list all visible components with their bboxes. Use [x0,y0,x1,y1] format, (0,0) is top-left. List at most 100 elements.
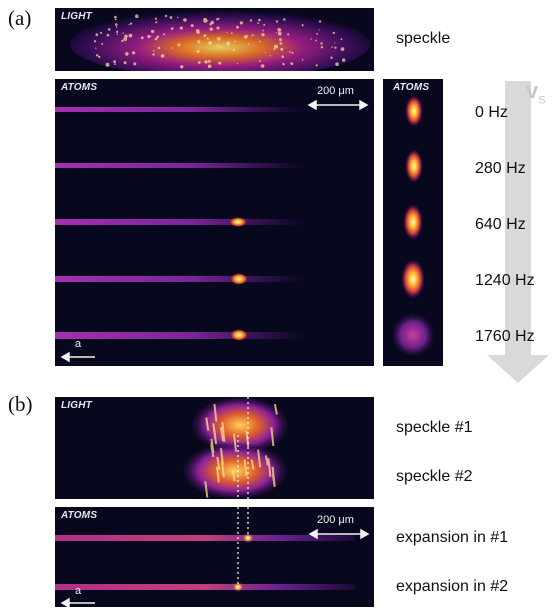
freq-4: 1760 Hz [475,328,535,345]
speckle-grain [316,33,318,35]
speckle-grain [197,40,201,44]
speckle-grain [216,26,220,30]
speckle-grain [150,35,152,37]
speckle-grain [101,42,104,45]
atoms-tag-a: ATOMS [61,82,98,93]
speckle-streak [233,433,237,452]
speckle-grain [289,51,291,53]
speckle-grain [264,52,266,54]
speckle-grain [150,29,155,34]
speckle-streak [231,470,236,482]
panel-a-label: (a) [8,6,32,30]
freq-2: 640 Hz [475,216,526,233]
speckle-grain [244,35,248,39]
speckle-grain [115,23,118,26]
speckle-grain [157,46,161,50]
atoms-zoom-tag: ATOMS [393,82,430,93]
atoms-image-b: ATOMS 200 μm a [55,507,374,607]
speckle-pattern-b [183,397,288,499]
speckle-streak [270,427,275,447]
speckle-grain [207,64,212,69]
speckle-grain [340,38,343,41]
speckle-grain [114,18,117,21]
speckle-grain [274,44,278,49]
speckle-grain [183,18,187,22]
speckle-grain [218,61,222,65]
speckle-grain [318,20,322,23]
scale-label-b: 200 μm [317,514,354,526]
speckle-grain [140,36,144,40]
speckle-grain [279,38,282,42]
speckle-streak [216,456,221,471]
speckle-grain [282,62,285,66]
speckle-grain [179,26,183,30]
speckle-grain [283,18,286,21]
speckle-grain [315,64,318,67]
speckle-grain [196,49,200,53]
beam-b-1-peak [242,533,254,543]
beam-2 [55,163,305,168]
speckle-grain [209,22,212,26]
speckle-grain [170,27,174,30]
speckle-grain [226,41,231,46]
speckle-grain [113,60,116,64]
speckle-grain [190,24,194,28]
beam-4-peak [230,273,248,285]
beam-b-2-peak [232,582,244,592]
speckle-grain [275,32,277,34]
speckle-streak [220,426,224,442]
speckle-grain [154,17,157,20]
accel-arrow-a [60,351,95,363]
light-tag-b: LIGHT [61,400,92,411]
speckle-grain [177,43,181,47]
speckle-grain [114,15,117,19]
speckle-streak [250,459,255,470]
speckle-grain [114,63,116,66]
freq-0: 0 Hz [475,104,508,121]
beam-1 [55,107,305,112]
speckle-grain [95,33,99,37]
speckle-grain [342,58,346,62]
speckle-grain [206,37,209,40]
speckle-grain [257,22,260,24]
speckle-2-label: speckle #2 [396,468,473,485]
speckle-grain [204,60,208,64]
speckle-grain [122,32,124,34]
speckle-grain [277,28,282,32]
cloud-1760hz [391,313,435,357]
speckle-grain [208,41,212,45]
speckle-grain [132,51,136,55]
speckle-grain [301,24,304,27]
speckle-streak [213,428,218,445]
speckle-streak [264,455,269,466]
speckle-label: speckle [396,30,451,47]
speckle-grain [153,50,155,52]
speckle-grain [330,56,333,59]
speckle-grain [318,29,320,31]
speckle-grain [234,40,236,43]
speckle-grain [164,14,168,18]
speckle-grain [261,33,265,37]
speckle-grain [156,35,159,39]
light-tag-a: LIGHT [61,11,92,22]
speckle-1-label: speckle #1 [396,419,473,436]
speckle-grain [203,17,208,22]
speckle-grain [105,62,110,67]
speckle-grain [216,44,219,46]
speckle-grain [260,64,265,68]
speckle-grain [236,25,239,29]
atoms-tag-b: ATOMS [61,510,98,521]
scale-bar-b [308,528,370,540]
atoms-image-a: ATOMS 200 μm a [55,79,374,366]
speckle-grain [93,40,97,43]
scale-bar-a [307,99,369,111]
speckle-grain [231,32,233,34]
speckle-grain [259,40,261,43]
beam-5 [55,332,305,339]
speckle-streak [257,449,262,468]
speckle-grain [196,30,200,34]
speckle-grain [115,26,118,28]
speckle-grain [160,54,165,58]
speckle-grain [135,14,139,18]
speckle-grain [116,33,118,35]
